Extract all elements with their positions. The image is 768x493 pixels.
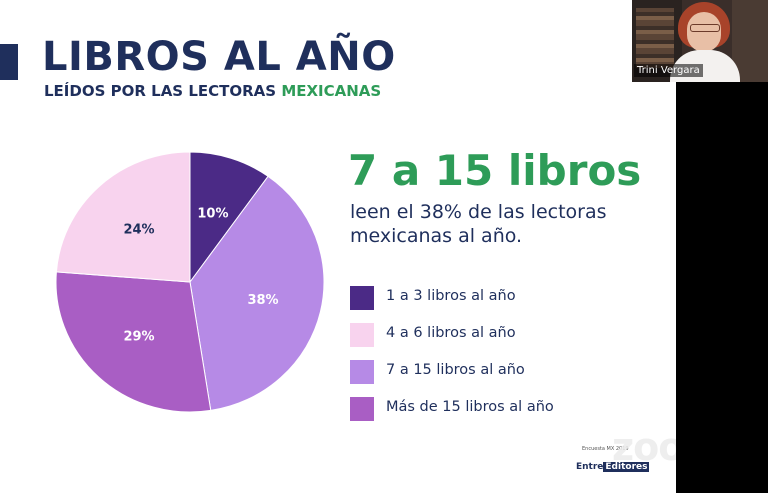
legend-swatch — [350, 397, 374, 421]
title-accent-bar — [0, 44, 18, 80]
legend-swatch — [350, 286, 374, 310]
subtitle-main: LEÍDOS POR LAS LECTORAS — [44, 82, 282, 100]
pie-chart: 10% 38% 29% 24% — [55, 151, 325, 413]
participant-face — [687, 12, 721, 52]
legend-swatch — [350, 360, 374, 384]
pie-slice — [189, 151, 269, 284]
highlight-description: leen el 38% de las lectoras mexicanas al… — [350, 201, 607, 247]
slide-title: LIBROS AL AÑO — [42, 34, 396, 80]
legend-label: 7 a 15 libros al año — [386, 362, 525, 378]
pie-slice-label: 10% — [197, 207, 228, 222]
pie-slice — [189, 175, 325, 412]
brand-prefix: Entre — [576, 462, 604, 472]
zoom-watermark: zoom — [612, 425, 676, 469]
legend-label: 4 a 6 libros al año — [386, 325, 516, 341]
participant-video-tile[interactable]: Trini Vergara — [632, 0, 768, 82]
brand-logo: Entre Editores — [576, 462, 650, 472]
participant-glasses — [690, 24, 720, 32]
presentation-slide: LIBROS AL AÑO LEÍDOS POR LAS LECTORAS ME… — [0, 0, 676, 493]
pie-slice-label: 24% — [123, 223, 154, 238]
brand-box: Editores — [603, 462, 650, 472]
pie-slice — [55, 151, 191, 283]
participant-name-label: Trini Vergara — [634, 64, 703, 77]
highlight-figure: 7 a 15 libros — [348, 146, 642, 195]
pie-slice — [55, 271, 212, 413]
slide-subtitle: LEÍDOS POR LAS LECTORAS MEXICANAS — [44, 82, 381, 100]
video-bookshelf — [636, 8, 674, 68]
legend-label: Más de 15 libros al año — [386, 399, 554, 415]
legend-label: 1 a 3 libros al año — [386, 288, 516, 304]
subtitle-accent: MEXICANAS — [281, 82, 382, 100]
pie-slice-label: 38% — [247, 293, 278, 308]
pie-slice-label: 29% — [123, 329, 154, 344]
survey-label: Encuesta MX 2019 — [582, 446, 629, 452]
legend-swatch — [350, 323, 374, 347]
